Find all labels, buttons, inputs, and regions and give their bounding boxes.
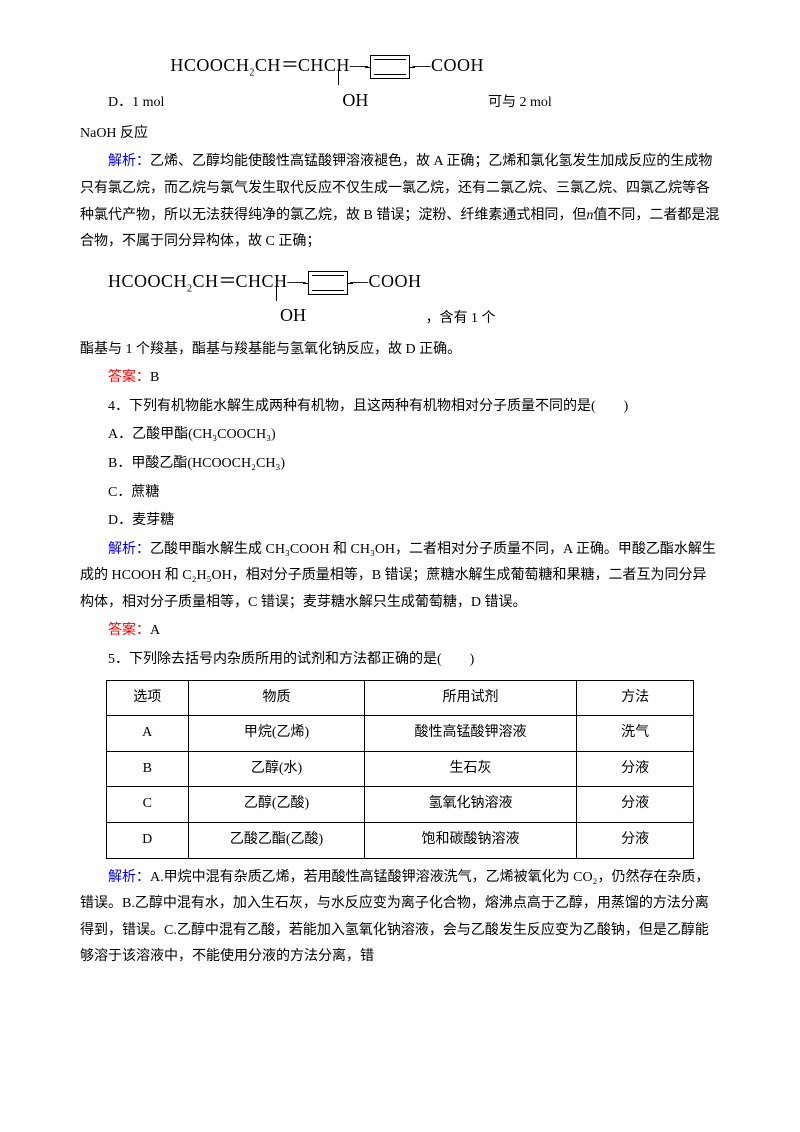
q3-opt-d-prefix: D．1 mol: [80, 90, 164, 117]
q3-analysis-tail: 酯基与 1 个羧基，酯基与羧基能与氢氧化钠反应，故 D 正确。: [80, 337, 720, 364]
cell: 饱和碳酸钠溶液: [365, 823, 577, 859]
q5-analysis-text: A.甲烷中混有杂质乙烯，若用酸性高锰酸钾溶液洗气，乙烯被氧化为 CO₂，仍然存在…: [80, 870, 709, 965]
th-substance: 物质: [188, 680, 364, 716]
table-row: C 乙醇(乙酸) 氢氧化钠溶液 分液: [106, 787, 694, 823]
q4-answer-value: A: [150, 623, 160, 638]
cell: 酸性高锰酸钾溶液: [365, 716, 577, 752]
answer-label: 答案：: [108, 370, 150, 385]
cell: 分液: [576, 787, 694, 823]
q3-opt-d-suffix: 可与 2 mol: [488, 90, 552, 117]
chem-structure-2: HCOOCH2CH＝CHCH——COOH OH: [108, 264, 422, 333]
cell: 乙醇(水): [188, 751, 364, 787]
table-row: A 甲烷(乙烯) 酸性高锰酸钾溶液 洗气: [106, 716, 694, 752]
q4-answer: 答案：A: [80, 618, 720, 645]
q4-opt-d: D．麦芽糖: [80, 508, 720, 535]
q4-analysis-text: 乙酸甲酯水解生成 CH₃COOH 和 CH₃OH，二者相对分子质量不同，A 正确…: [80, 542, 716, 610]
table-row: B 乙醇(水) 生石灰 分液: [106, 751, 694, 787]
table-header-row: 选项 物质 所用试剂 方法: [106, 680, 694, 716]
q4-opt-c: C．蔗糖: [80, 480, 720, 507]
q4-opt-b: B．甲酸乙酯(HCOOCH₂CH₃): [80, 451, 720, 478]
q4-opt-a: A．乙酸甲酯(CH₃COOCH₃): [80, 422, 720, 449]
cell: D: [106, 823, 188, 859]
q3-answer-value: B: [150, 370, 159, 385]
analysis-label: 解析：: [108, 154, 150, 169]
th-method: 方法: [576, 680, 694, 716]
chem-structure-1: HCOOCH2CH＝CHCH——COOH OH: [170, 48, 484, 117]
cell: 氢氧化钠溶液: [365, 787, 577, 823]
cell: A: [106, 716, 188, 752]
cell: B: [106, 751, 188, 787]
q3-analysis: 解析：乙烯、乙醇均能使酸性高锰酸钾溶液褪色，故 A 正确；乙烯和氯化氢发生加成反…: [80, 149, 720, 255]
cell: 分液: [576, 823, 694, 859]
q3-answer: 答案：B: [80, 365, 720, 392]
q4-stem: 4．下列有机物能水解生成两种有机物，且这两种有机物相对分子质量不同的是( ): [80, 394, 720, 421]
q5-analysis: 解析：A.甲烷中混有杂质乙烯，若用酸性高锰酸钾溶液洗气，乙烯被氧化为 CO₂，仍…: [80, 865, 720, 971]
answer-label: 答案：: [108, 623, 150, 638]
cell: 乙酸乙酯(乙酸): [188, 823, 364, 859]
analysis-label: 解析：: [108, 542, 150, 557]
cell: C: [106, 787, 188, 823]
q3-analysis-tail-start: ，含有 1 个: [426, 306, 496, 333]
cell: 分液: [576, 751, 694, 787]
analysis-label: 解析：: [108, 870, 150, 885]
q4-analysis: 解析：乙酸甲酯水解生成 CH₃COOH 和 CH₃OH，二者相对分子质量不同，A…: [80, 537, 720, 617]
cell: 甲烷(乙烯): [188, 716, 364, 752]
cell: 洗气: [576, 716, 694, 752]
th-reagent: 所用试剂: [365, 680, 577, 716]
table-row: D 乙酸乙酯(乙酸) 饱和碳酸钠溶液 分液: [106, 823, 694, 859]
q5-table: 选项 物质 所用试剂 方法 A 甲烷(乙烯) 酸性高锰酸钾溶液 洗气 B 乙醇(…: [106, 680, 695, 859]
q5-stem: 5．下列除去括号内杂质所用的试剂和方法都正确的是( ): [80, 647, 720, 674]
th-option: 选项: [106, 680, 188, 716]
q3-opt-d-line2: NaOH 反应: [80, 121, 720, 148]
cell: 乙醇(乙酸): [188, 787, 364, 823]
cell: 生石灰: [365, 751, 577, 787]
